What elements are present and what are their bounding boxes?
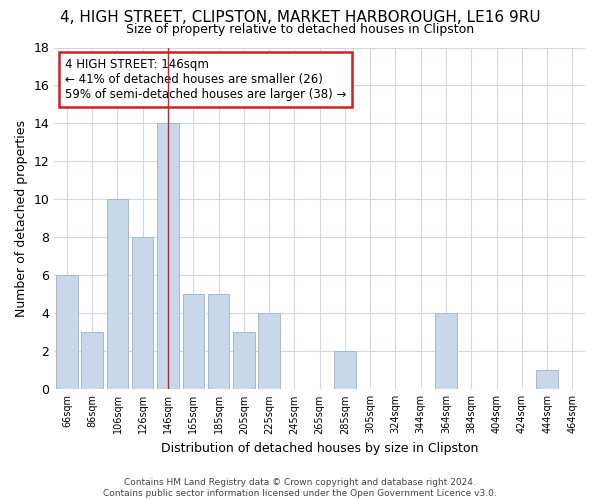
Text: 4 HIGH STREET: 146sqm
← 41% of detached houses are smaller (26)
59% of semi-deta: 4 HIGH STREET: 146sqm ← 41% of detached … [65,58,346,101]
Bar [107,200,128,390]
X-axis label: Distribution of detached houses by size in Clipston: Distribution of detached houses by size … [161,442,478,455]
Bar [259,314,280,390]
Text: Size of property relative to detached houses in Clipston: Size of property relative to detached ho… [126,22,474,36]
Bar [334,352,356,390]
Bar [82,332,103,390]
Text: 4, HIGH STREET, CLIPSTON, MARKET HARBOROUGH, LE16 9RU: 4, HIGH STREET, CLIPSTON, MARKET HARBORO… [59,10,541,25]
Bar [56,276,77,390]
Bar [536,370,558,390]
Bar [182,294,204,390]
Bar [435,314,457,390]
Text: Contains HM Land Registry data © Crown copyright and database right 2024.
Contai: Contains HM Land Registry data © Crown c… [103,478,497,498]
Bar [157,124,179,390]
Bar [132,238,154,390]
Bar [208,294,229,390]
Bar [233,332,254,390]
Y-axis label: Number of detached properties: Number of detached properties [15,120,28,317]
